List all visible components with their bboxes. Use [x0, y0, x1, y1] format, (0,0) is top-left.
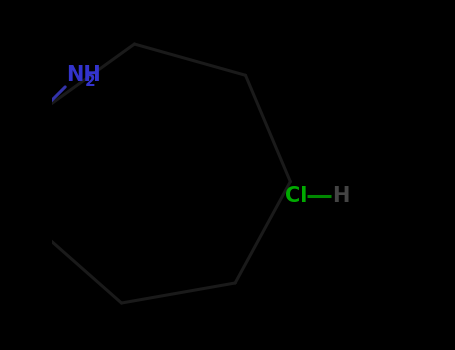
Text: H: H [333, 186, 350, 206]
Text: NH: NH [66, 65, 101, 85]
Text: 2: 2 [85, 74, 96, 89]
Text: Cl: Cl [285, 186, 308, 206]
